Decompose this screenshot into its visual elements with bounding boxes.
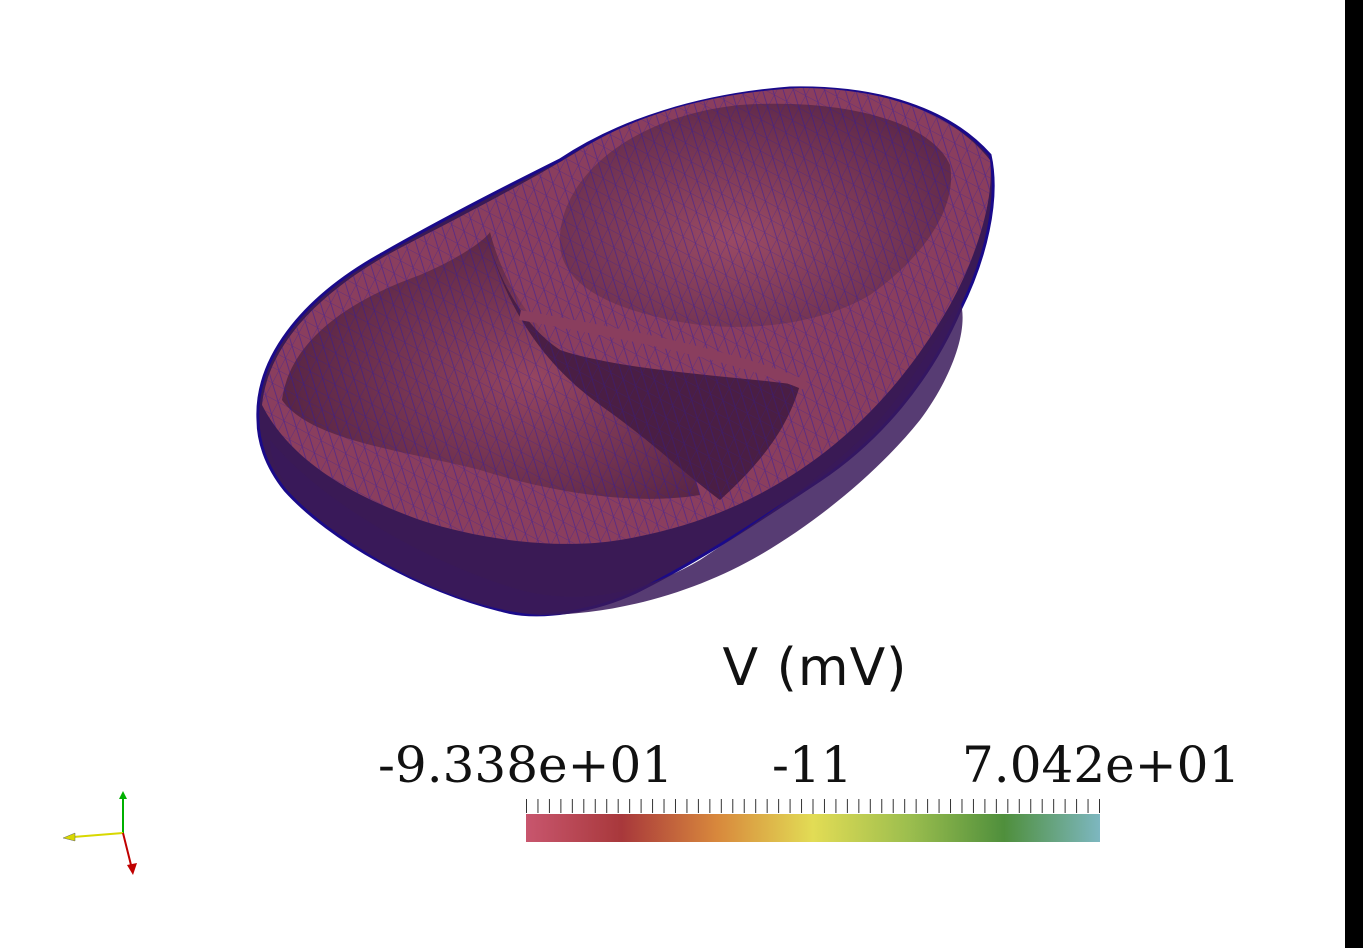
legend-max-label: 7.042e+01 bbox=[962, 736, 1241, 794]
legend-min-label: -9.338e+01 bbox=[378, 736, 674, 794]
legend-mid-label: -11 bbox=[772, 736, 853, 794]
legend-title: V (mV) bbox=[722, 638, 908, 698]
window-edge bbox=[1345, 0, 1363, 948]
xyz-axes-icon bbox=[62, 791, 137, 875]
colorbar bbox=[526, 814, 1100, 842]
